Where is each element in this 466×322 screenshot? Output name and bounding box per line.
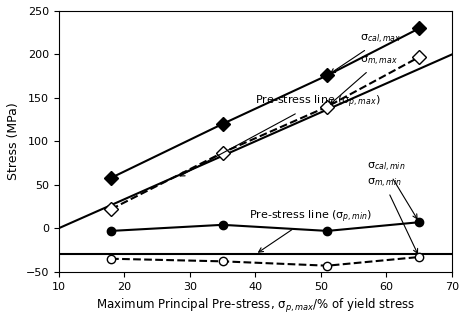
Text: Pre-stress line (σ$_{p,min}$): Pre-stress line (σ$_{p,min}$) — [249, 209, 372, 252]
Y-axis label: Stress (MPa): Stress (MPa) — [7, 102, 20, 180]
Text: Pre-stress line (σ$_{p,max}$): Pre-stress line (σ$_{p,max}$) — [180, 93, 381, 176]
Text: σ$_{cal,min}$: σ$_{cal,min}$ — [367, 161, 417, 219]
Text: σ$_{cal,max}$: σ$_{cal,max}$ — [331, 33, 402, 73]
Text: σ$_{m,max}$: σ$_{m,max}$ — [330, 55, 398, 104]
X-axis label: Maximum Principal Pre-stress, σ$_{p,max}$/% of yield stress: Maximum Principal Pre-stress, σ$_{p,max}… — [96, 297, 415, 315]
Text: σ$_{m,min}$: σ$_{m,min}$ — [367, 176, 418, 253]
